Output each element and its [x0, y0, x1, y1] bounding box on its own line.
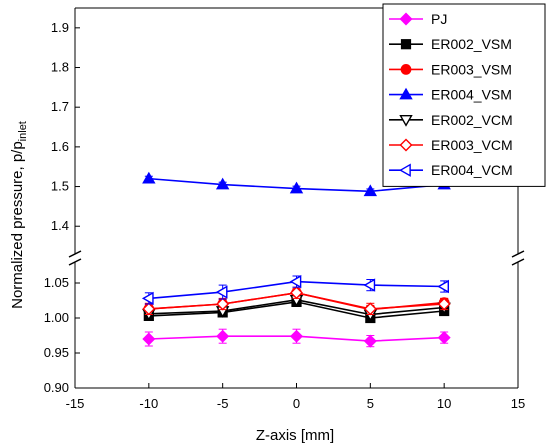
x-axis-title: Z-axis [mm]: [256, 427, 334, 444]
data-point-marker: [289, 181, 304, 194]
series-layer: [141, 171, 451, 348]
legend-label: ER004_VSM: [431, 87, 512, 103]
series-ER004_VCM: [141, 274, 449, 306]
data-point-marker: [363, 278, 376, 292]
data-point-marker: [399, 138, 413, 152]
legend-label: ER003_VCM: [431, 137, 513, 153]
legend-label: ER004_VCM: [431, 162, 513, 178]
y-tick-label: 1.7: [51, 99, 69, 114]
y-tick-label: 1.4: [51, 218, 69, 233]
data-point-marker: [216, 297, 230, 311]
axis-break-mark: [68, 250, 82, 258]
data-point-marker: [400, 64, 412, 75]
x-tick-label: 5: [367, 396, 374, 411]
x-tick-label: 15: [511, 396, 525, 411]
legend-label: ER002_VCM: [431, 112, 513, 128]
data-point-marker: [437, 331, 451, 345]
y-tick-label: 1.5: [51, 179, 69, 194]
legend-label: ER002_VSM: [431, 36, 512, 52]
y-axis-title-main: Normalized pressure, p/p: [9, 141, 26, 309]
data-point-marker: [399, 12, 413, 26]
data-point-marker: [142, 302, 156, 316]
data-point-marker: [363, 302, 377, 316]
data-point-marker: [363, 334, 377, 348]
y-tick-label: 0.90: [44, 380, 69, 395]
legend-item: ER003_VSM: [389, 61, 512, 77]
axis-break-mark: [511, 250, 525, 258]
data-point-marker: [399, 114, 413, 127]
data-point-marker: [289, 274, 302, 289]
y-tick-label: 1.00: [44, 310, 69, 325]
y-axis-title-subscript: inlet: [17, 121, 29, 141]
legend-label: PJ: [431, 11, 447, 27]
data-point-marker: [215, 285, 228, 299]
data-point-marker: [363, 184, 378, 197]
data-point-marker: [142, 332, 156, 346]
data-point-marker: [141, 291, 154, 306]
y-tick-label: 1.8: [51, 60, 69, 75]
axis-ticks: -15 -10 -5 0 5 10 15 0.90 0.95 1.00 1.05 1.4 1.5 1.6 1…: [44, 20, 526, 411]
legend-item: ER002_VCM: [389, 112, 513, 128]
y-tick-label: 1.9: [51, 20, 69, 35]
legend-item: PJ: [389, 11, 447, 27]
data-point-marker: [437, 279, 449, 294]
x-tick-label: -10: [139, 396, 158, 411]
legend-item: ER003_VCM: [389, 137, 513, 153]
legend-item: ER002_VSM: [389, 36, 512, 52]
data-point-marker: [290, 286, 303, 300]
x-tick-label: -15: [66, 396, 85, 411]
data-point-marker: [437, 297, 451, 311]
axis-break-mark: [511, 258, 525, 266]
legend-item: ER004_VCM: [389, 162, 513, 178]
data-point-marker: [399, 163, 411, 177]
x-tick-label: 10: [437, 396, 451, 411]
legend-label: ER003_VSM: [431, 61, 512, 77]
y-tick-label: 0.95: [44, 345, 69, 360]
y-axis-title: Normalized pressure, p/pinlet: [9, 121, 29, 309]
x-tick-label: 0: [293, 396, 300, 411]
series-PJ: [142, 328, 451, 348]
data-point-marker: [215, 177, 230, 190]
y-tick-label: 1.6: [51, 139, 69, 154]
axis-break-mark: [68, 258, 82, 266]
data-point-marker: [399, 87, 413, 100]
legend-item: ER004_VSM: [389, 87, 512, 103]
x-tick-label: -5: [217, 396, 229, 411]
legend: PJ ER002_VSM ER003_VSM ER004_VSM ER002_VCM ER…: [382, 3, 546, 187]
data-point-marker: [216, 329, 230, 343]
data-point-marker: [142, 171, 156, 184]
data-point-marker: [400, 39, 412, 50]
data-point-marker: [290, 329, 303, 343]
y-tick-label: 1.05: [44, 275, 69, 290]
